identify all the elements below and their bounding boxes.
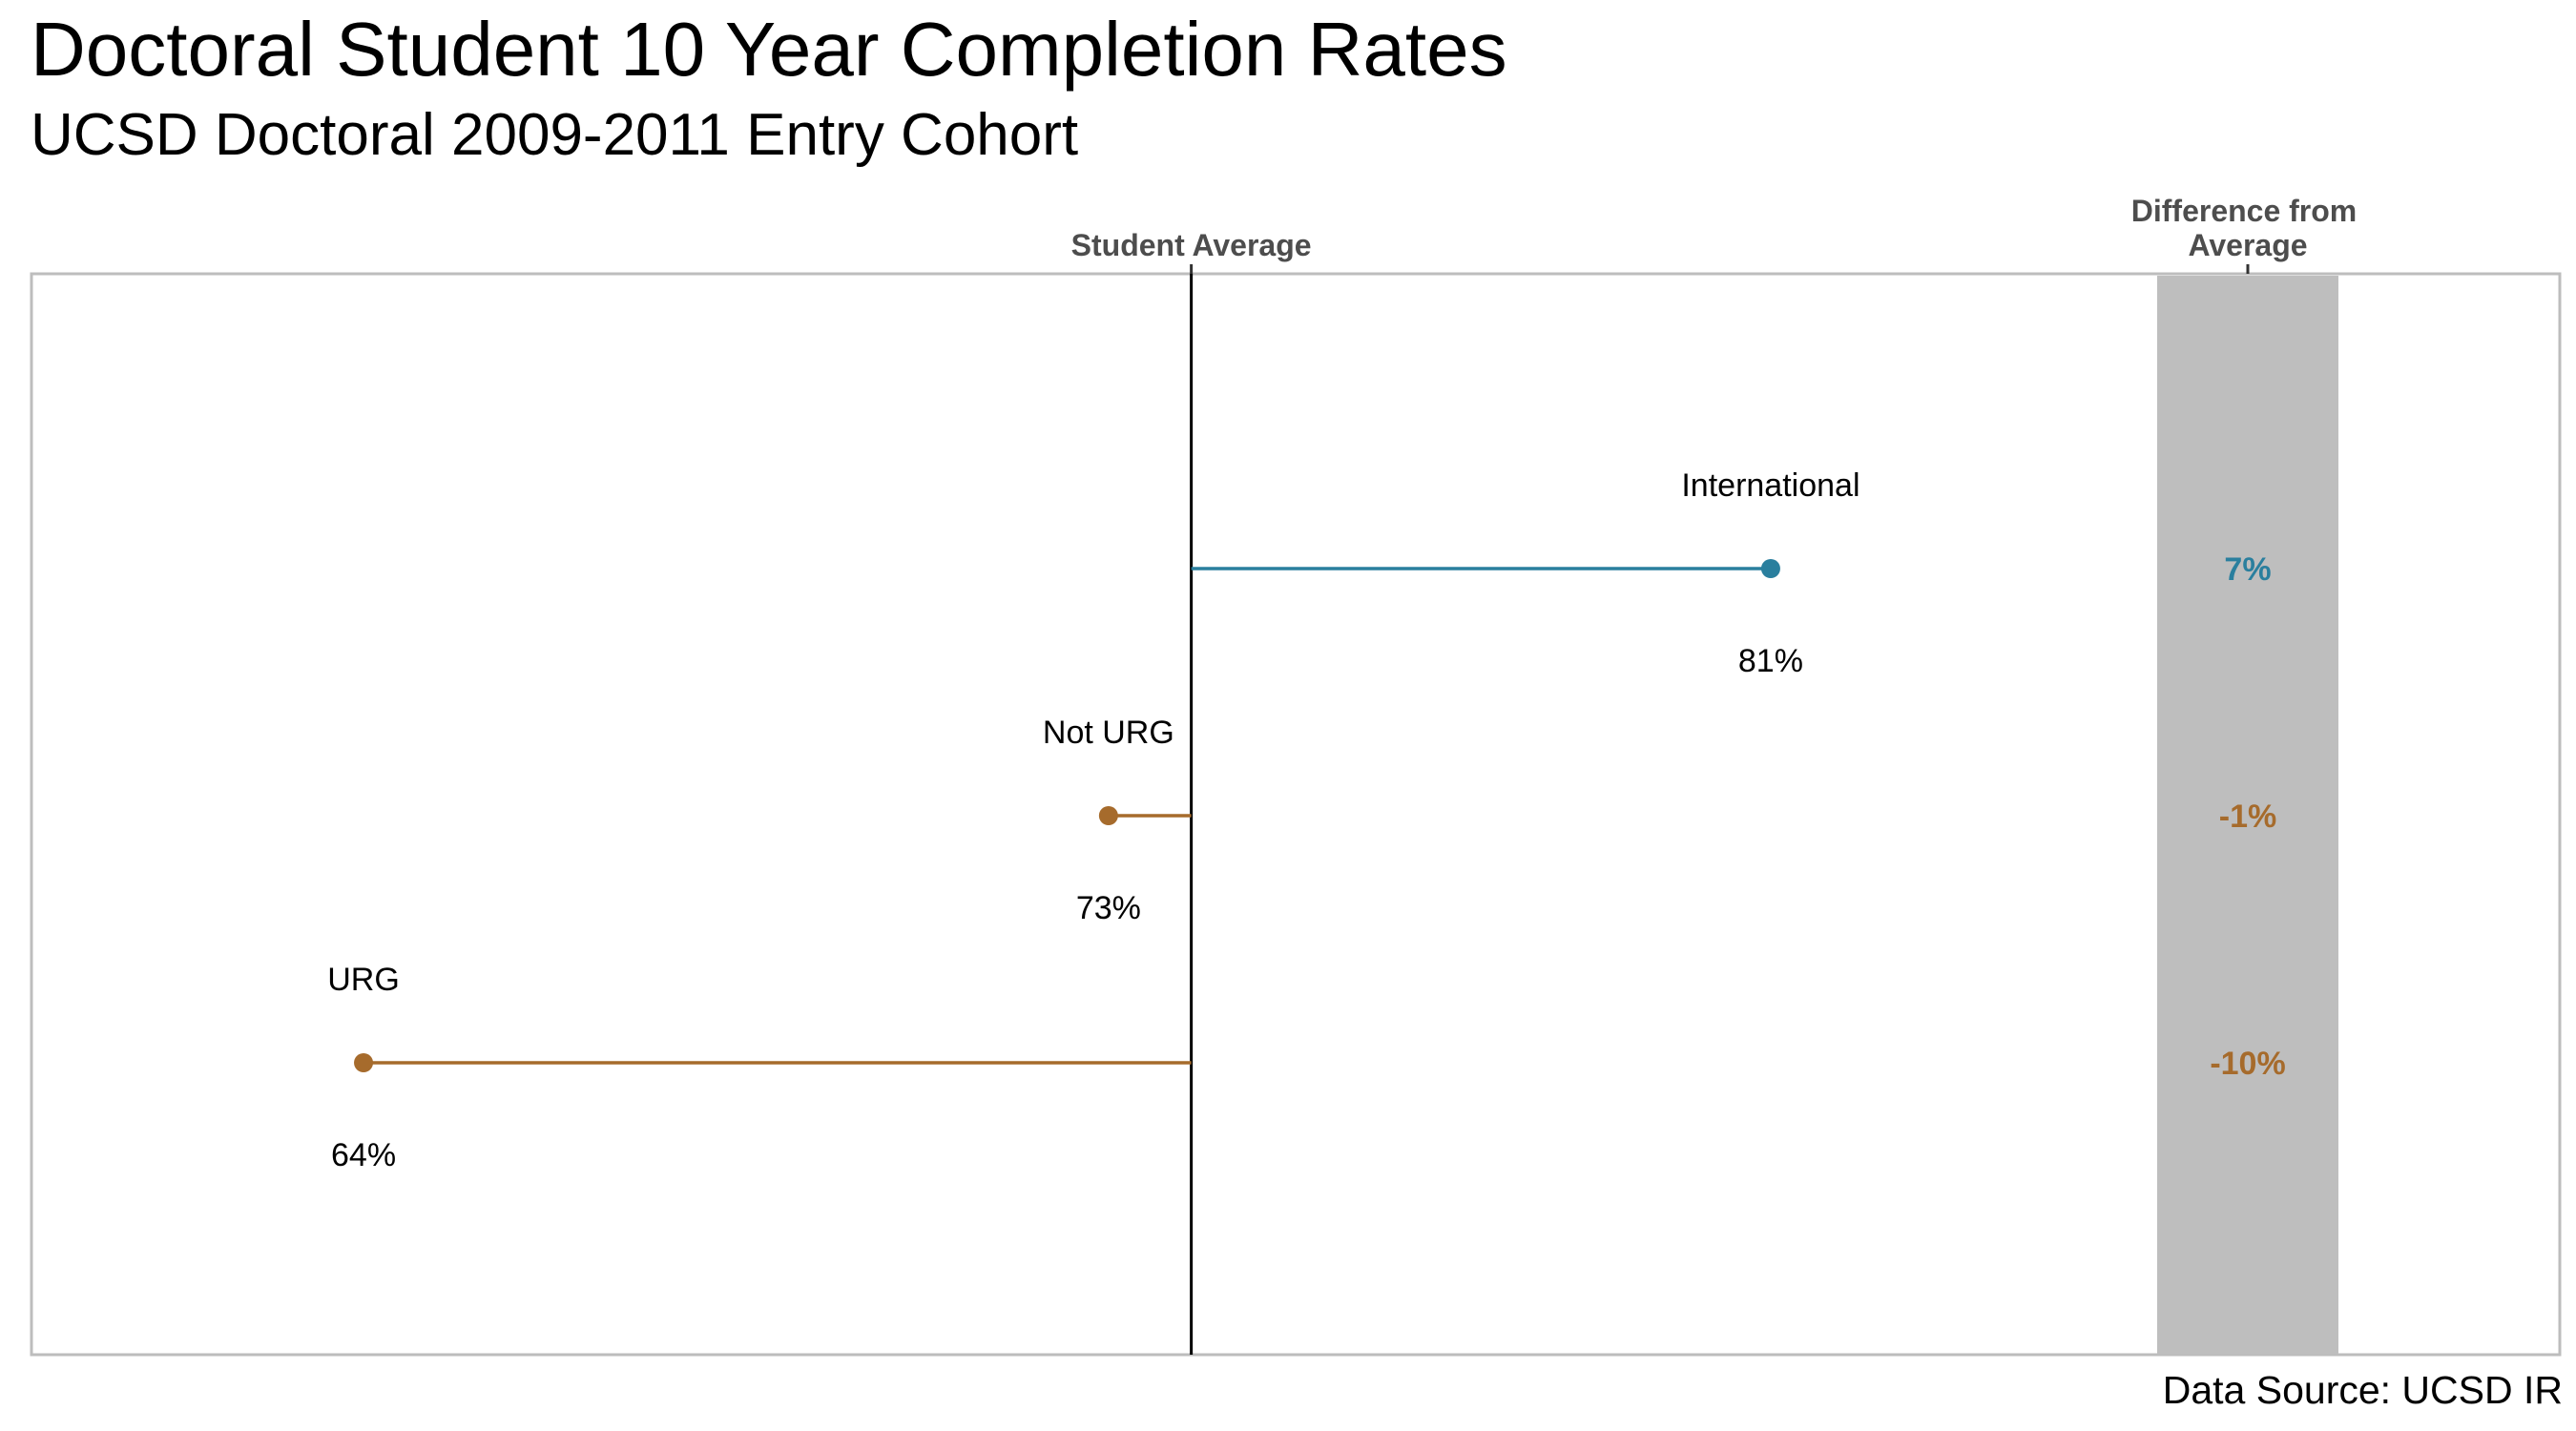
- difference-band: [2157, 276, 2338, 1354]
- chart-subtitle: UCSD Doctoral 2009-2011 Entry Cohort: [31, 102, 1079, 168]
- difference-axis-label-line-2: Average: [2188, 228, 2307, 262]
- data-source-note: Data Source: UCSD IR: [2162, 1368, 2563, 1412]
- data-point-urg: [354, 1053, 374, 1072]
- value-label-international: 81%: [1738, 643, 1803, 679]
- difference-label-not-urg: -1%: [2219, 798, 2276, 835]
- difference-label-urg: -10%: [2210, 1046, 2285, 1082]
- category-label-urg: URG: [327, 962, 400, 998]
- average-layer: [1190, 264, 2250, 1355]
- data-point-international: [1760, 559, 1780, 578]
- value-label-urg: 64%: [331, 1137, 396, 1173]
- average-axis-label: Student Average: [1071, 228, 1312, 262]
- category-label-not-urg: Not URG: [1043, 715, 1174, 751]
- difference-axis-label-line-1: Difference from: [2131, 194, 2358, 228]
- value-label-not-urg: 73%: [1076, 890, 1141, 926]
- difference-band-layer: [2157, 276, 2338, 1354]
- difference-label-international: 7%: [2224, 551, 2271, 588]
- chart-title: Doctoral Student 10 Year Completion Rate…: [31, 7, 1507, 92]
- plot-panel-border: [30, 272, 2562, 1357]
- marks-layer: [354, 559, 1780, 1072]
- data-point-not-urg: [1098, 806, 1118, 825]
- category-label-international: International: [1681, 467, 1859, 504]
